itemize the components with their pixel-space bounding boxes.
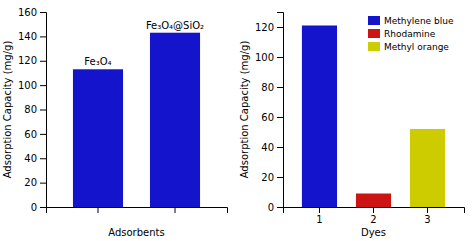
legend-swatch: [368, 16, 380, 25]
tick: 80: [261, 82, 283, 93]
tick-mark: [40, 61, 46, 62]
marks: [302, 26, 445, 208]
tick-mark: [40, 12, 46, 13]
legend-label: Methyl orange: [384, 42, 449, 52]
tick-label: 20: [24, 177, 37, 188]
tick-mark: [373, 207, 374, 213]
tick-label: 120: [255, 22, 274, 33]
tick: 40: [24, 153, 46, 164]
tick: 0: [268, 202, 283, 213]
tick-mark: [277, 207, 283, 208]
chart-svg: 020406080100120140160AdsorbentsAdsorptio…: [0, 0, 474, 241]
bar: [410, 129, 445, 207]
tick: [97, 207, 98, 213]
tick: 80: [24, 104, 46, 115]
tick-label: 0: [31, 202, 37, 213]
y-axis-title: Adsorption Capacity (mg/g): [2, 41, 13, 179]
legend-label: Rhodamine: [384, 29, 436, 39]
bar: [73, 69, 123, 207]
tick: 0: [31, 202, 46, 213]
legend-item: Methylene blue: [368, 16, 454, 26]
tick: 20: [24, 177, 46, 188]
tick-mark: [175, 207, 176, 213]
tick-mark: [40, 134, 46, 135]
x-axis: [47, 207, 228, 213]
tick-label: 120: [18, 55, 37, 66]
tick-label: 80: [261, 82, 274, 93]
tick-mark: [40, 110, 46, 111]
tick-label: 40: [24, 153, 37, 164]
tick: 20: [261, 172, 283, 183]
tick: 100: [255, 52, 283, 63]
tick: 120: [255, 22, 283, 33]
legend-label: Methylene blue: [384, 16, 454, 26]
tick: 100: [18, 80, 46, 91]
marks: [73, 33, 200, 207]
bar: [302, 26, 337, 208]
axis-line: [277, 13, 284, 208]
x-axis: 1 2 3: [284, 207, 465, 225]
tick: 160: [18, 7, 46, 18]
y-axis-title: Adsorption Capacity (mg/g): [239, 41, 250, 179]
tick: 120: [18, 55, 46, 66]
tick-mark: [97, 207, 98, 213]
axis-line: [47, 208, 228, 214]
tick-mark: [319, 207, 320, 213]
tick-mark: [277, 57, 283, 58]
tick-mark: [40, 36, 46, 37]
tick-label: 100: [255, 52, 274, 63]
tick-label: 20: [261, 172, 274, 183]
tick-label: 2: [370, 214, 376, 225]
tick: 60: [261, 112, 283, 123]
panel: 1 2 3 0 20 40 60 80 100 120 Dyes Adsorption Capacit…: [239, 13, 465, 239]
y-axis: 0 20 40 60 80 100 120 140 160: [18, 7, 47, 213]
bar: [150, 33, 200, 207]
legend-item: Rhodamine: [368, 29, 436, 39]
legend-item: Methyl orange: [368, 42, 449, 52]
tick-mark: [40, 207, 46, 208]
tick-mark: [277, 117, 283, 118]
bar: [356, 194, 391, 208]
tick: 140: [18, 31, 46, 42]
tick: 1: [316, 207, 322, 225]
tick-mark: [40, 183, 46, 184]
tick-mark: [277, 27, 283, 28]
legend-swatch: [368, 29, 380, 38]
tick: 2: [370, 207, 376, 225]
tick-label: 40: [261, 142, 274, 153]
axis-line: [40, 13, 47, 208]
tick-mark: [427, 207, 428, 213]
panel: 0 20 40 60 80 100 120 140 160 Adsorbents Adsorptio…: [2, 7, 228, 238]
tick-mark: [277, 177, 283, 178]
tick-mark: [277, 87, 283, 88]
tick: 3: [424, 207, 430, 225]
legend: Methylene blue Rhodamine Methyl orange: [368, 16, 454, 52]
tick-mark: [277, 147, 283, 148]
tick-label: 60: [261, 112, 274, 123]
tick-mark: [40, 85, 46, 86]
tick-label: 60: [24, 129, 37, 140]
tick-label: 1: [316, 214, 322, 225]
tick-label: 0: [268, 202, 274, 213]
tick-label: 100: [18, 80, 37, 91]
legend-swatch: [368, 42, 380, 51]
annotation: Fe₃O₄: [84, 56, 111, 67]
tick: 40: [261, 142, 283, 153]
x-axis-title: Dyes: [361, 227, 386, 238]
x-axis-title: Adsorbents: [108, 227, 164, 238]
axis-line: [284, 208, 465, 214]
tick-label: 80: [24, 104, 37, 115]
tick-label: 160: [18, 7, 37, 18]
y-axis: 0 20 40 60 80 100 120: [255, 13, 284, 213]
tick: 60: [24, 129, 46, 140]
tick-label: 140: [18, 31, 37, 42]
tick: [175, 207, 176, 213]
tick-mark: [40, 158, 46, 159]
annotation: Fe₃O₄@SiO₂: [146, 20, 204, 31]
tick-label: 3: [424, 214, 430, 225]
